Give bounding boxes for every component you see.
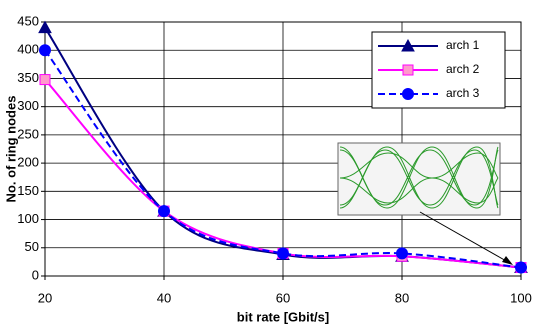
y-tick-label: 250 bbox=[17, 126, 39, 141]
y-tick-label: 400 bbox=[17, 42, 39, 57]
legend-label: arch 3 bbox=[446, 86, 480, 100]
data-point bbox=[397, 248, 408, 259]
y-tick-label: 300 bbox=[17, 98, 39, 113]
x-tick-label: 40 bbox=[157, 290, 171, 305]
y-tick-label: 450 bbox=[17, 13, 39, 28]
y-axis-label: No. of ring nodes bbox=[3, 96, 18, 203]
legend-label: arch 1 bbox=[446, 38, 480, 52]
y-tick-label: 200 bbox=[17, 155, 39, 170]
data-point bbox=[278, 248, 289, 259]
data-point bbox=[40, 75, 50, 85]
data-point bbox=[159, 206, 170, 217]
legend-marker bbox=[403, 65, 413, 75]
chart: bit rate [Gbit/s] No. of ring nodes arch… bbox=[0, 0, 545, 329]
data-point bbox=[40, 45, 51, 56]
eye-diagram-inset bbox=[338, 143, 500, 215]
x-tick-label: 20 bbox=[38, 290, 52, 305]
data-point bbox=[516, 262, 527, 273]
x-tick-label: 80 bbox=[395, 290, 409, 305]
legend-marker bbox=[403, 89, 414, 100]
y-tick-label: 350 bbox=[17, 70, 39, 85]
y-tick-label: 0 bbox=[32, 267, 39, 282]
legend-label: arch 2 bbox=[446, 62, 480, 76]
x-axis-label: bit rate [Gbit/s] bbox=[237, 309, 329, 324]
x-tick-label: 60 bbox=[276, 290, 290, 305]
legend: arch 1 arch 2 arch 3 bbox=[372, 32, 505, 108]
y-tick-label: 100 bbox=[17, 211, 39, 226]
y-tick-label: 150 bbox=[17, 183, 39, 198]
y-tick-label: 50 bbox=[25, 239, 39, 254]
x-tick-label: 100 bbox=[510, 290, 532, 305]
